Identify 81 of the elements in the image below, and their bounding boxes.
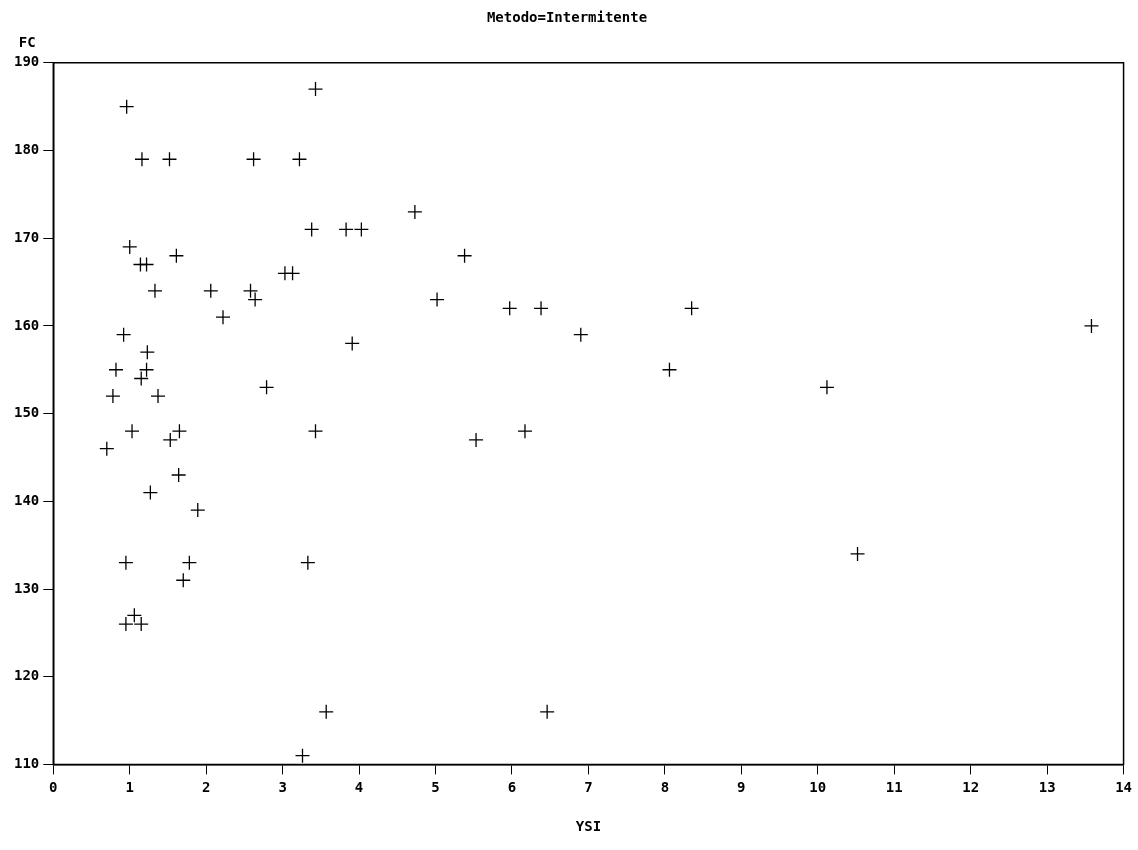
point	[190, 502, 206, 518]
x-tick-label: 7	[584, 779, 593, 796]
point	[168, 248, 185, 264]
point	[683, 300, 700, 317]
point	[456, 248, 473, 264]
point	[300, 555, 316, 571]
point	[162, 432, 178, 448]
point	[573, 327, 589, 343]
point	[849, 546, 866, 562]
point	[661, 362, 678, 378]
point	[502, 300, 518, 317]
y-tick-label: 170	[13, 228, 40, 245]
x-tick-label: 4	[354, 779, 364, 796]
y-tick-label: 110	[13, 755, 40, 772]
x-tick-label: 2	[201, 779, 211, 796]
point	[344, 335, 360, 352]
x-tick-label: 10	[809, 779, 827, 796]
point	[134, 151, 150, 167]
point	[150, 388, 166, 404]
point	[105, 388, 121, 404]
point	[175, 572, 191, 588]
point	[517, 423, 533, 439]
point	[407, 204, 423, 220]
x-tick-label: 6	[507, 779, 517, 796]
point	[245, 151, 262, 167]
point	[318, 704, 334, 720]
y-tick-label: 150	[13, 404, 40, 421]
point	[258, 379, 275, 395]
point	[147, 283, 163, 299]
point	[1083, 318, 1100, 334]
point	[353, 221, 370, 238]
point	[203, 283, 219, 299]
y-tick-label: 120	[13, 667, 40, 684]
point	[539, 704, 555, 720]
point	[468, 432, 484, 448]
x-tick-label: 0	[49, 779, 58, 796]
point	[138, 256, 155, 273]
y-tick-label: 130	[13, 579, 40, 596]
point	[171, 467, 187, 483]
x-axis-title: YSI	[575, 818, 602, 835]
point	[133, 370, 149, 387]
x-tick-label: 5	[431, 779, 440, 796]
x-tick-label: 8	[660, 779, 670, 796]
chart-title: Metodo=Intermitente	[486, 9, 648, 26]
x-tick-label: 12	[962, 779, 980, 796]
x-tick-label: 9	[737, 779, 746, 796]
point	[138, 362, 155, 378]
point	[294, 747, 311, 764]
y-axis-title: FC	[18, 34, 36, 51]
point	[291, 151, 308, 167]
point	[115, 327, 132, 343]
point	[181, 555, 198, 571]
x-tick-label: 11	[885, 779, 903, 796]
y-tick-label: 180	[13, 141, 40, 158]
point	[108, 362, 124, 378]
point	[284, 265, 301, 281]
point	[118, 616, 134, 632]
point	[307, 423, 324, 439]
y-tick-label: 190	[13, 53, 40, 70]
point	[118, 555, 134, 571]
x-tick-label: 14	[1115, 779, 1132, 796]
point	[338, 221, 354, 238]
x-tick-label: 1	[125, 779, 134, 796]
point	[819, 379, 835, 395]
point	[142, 484, 159, 501]
point	[171, 423, 188, 439]
point	[161, 151, 178, 167]
x-tick-label: 3	[278, 779, 287, 796]
point	[119, 99, 135, 115]
point	[429, 291, 445, 308]
point	[122, 239, 138, 255]
point	[307, 81, 324, 97]
point	[139, 344, 155, 360]
y-tick-label: 140	[13, 491, 40, 508]
point	[215, 309, 231, 325]
y-tick-label: 160	[13, 316, 40, 333]
point	[99, 441, 115, 457]
point	[533, 300, 549, 317]
point	[124, 423, 140, 439]
point	[304, 221, 320, 238]
x-tick-label: 13	[1038, 779, 1056, 796]
